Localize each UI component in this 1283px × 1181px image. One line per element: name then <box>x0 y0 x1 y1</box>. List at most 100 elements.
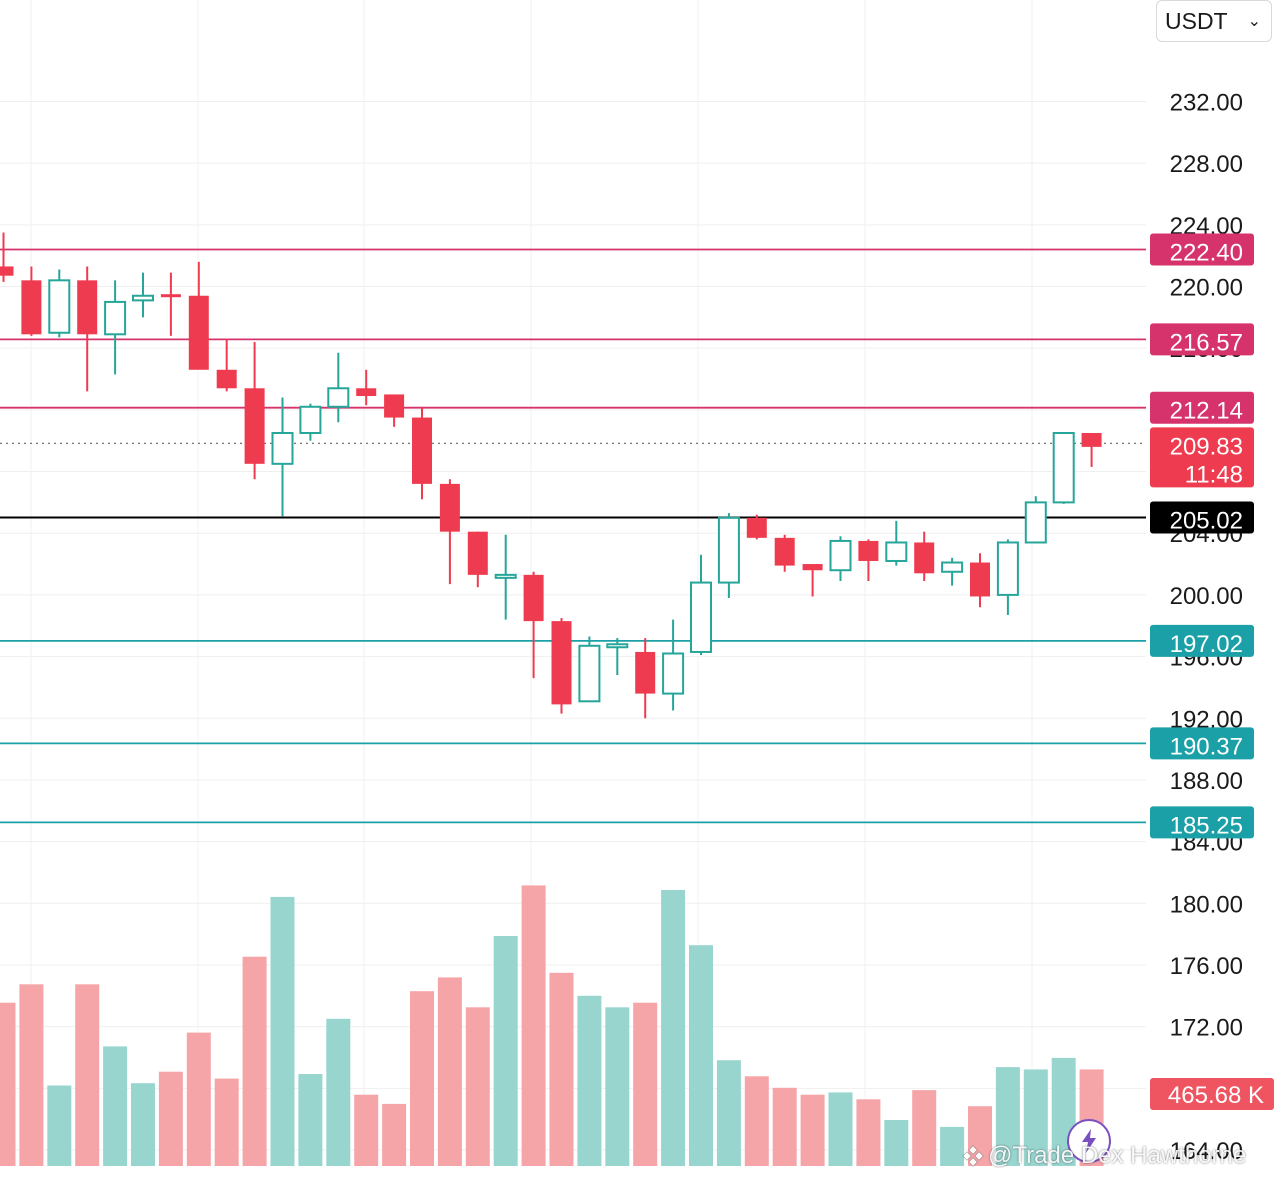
badge-background <box>1150 391 1254 424</box>
candle-body <box>216 369 237 389</box>
y-tick-label: 232.00 <box>1170 89 1243 116</box>
level-badge: 190.37 <box>1150 727 1254 760</box>
badge-background <box>1150 1078 1274 1110</box>
currency-label: USDT <box>1165 7 1228 34</box>
candle-body <box>21 280 42 335</box>
volume-bar <box>605 1007 630 1166</box>
candle <box>970 553 990 608</box>
candle-body <box>467 531 488 575</box>
currency-selector[interactable]: USDT ⌄ <box>1156 0 1272 42</box>
candle-body <box>1081 432 1102 447</box>
volume-bar <box>633 1002 658 1166</box>
candle-body <box>48 279 71 334</box>
badge-background <box>1150 233 1254 266</box>
candle-body <box>299 405 322 434</box>
badge-label: 212.14 <box>1170 398 1243 425</box>
badge-background <box>1150 727 1254 760</box>
watermark: @Trade Dex Hawthorne <box>962 1140 1246 1172</box>
candle <box>941 557 964 586</box>
badge-background <box>1150 427 1254 488</box>
volume-bars <box>0 885 1104 1166</box>
volume-bar <box>186 1032 211 1166</box>
candle <box>467 531 488 588</box>
volume-bar <box>995 1067 1020 1166</box>
candle <box>606 638 629 676</box>
y-tick-label: 200.00 <box>1170 583 1243 610</box>
volume-bar <box>689 945 713 1166</box>
candle-body <box>885 541 908 562</box>
candle-body <box>132 294 154 302</box>
candle-body <box>746 517 767 538</box>
y-tick-label: 220.00 <box>1170 275 1243 302</box>
badge-label: 11:48 <box>1185 461 1243 488</box>
candle-body <box>160 294 181 298</box>
candle <box>21 266 42 336</box>
candle <box>635 638 656 719</box>
candle <box>914 531 935 582</box>
candle <box>104 280 127 375</box>
candle-body <box>802 564 823 571</box>
candle <box>299 403 322 441</box>
volume-bar <box>437 977 462 1166</box>
volume-bar <box>270 896 295 1166</box>
candle-body <box>271 431 294 465</box>
level-badge: 185.25 <box>1150 806 1254 839</box>
volume-bar <box>549 972 574 1166</box>
candle-body <box>996 541 1019 596</box>
badge-background <box>1150 323 1254 356</box>
badge-label: 197.02 <box>1170 631 1243 658</box>
candle-body <box>384 394 405 418</box>
y-tick-label: 228.00 <box>1170 151 1243 178</box>
candle <box>216 338 237 392</box>
candle <box>0 232 14 282</box>
lightning-button[interactable] <box>1067 1119 1111 1163</box>
candle <box>690 554 712 656</box>
candle <box>77 266 98 392</box>
volume-bar <box>298 1074 323 1166</box>
volume-bar <box>354 1094 379 1166</box>
volume-bar <box>912 1090 937 1166</box>
y-tick-label: 164.00 <box>1170 1138 1243 1165</box>
candle <box>717 513 740 598</box>
volume-bar <box>47 1085 72 1166</box>
candle <box>356 369 377 406</box>
level-badge: 205.02 <box>1150 501 1254 534</box>
volume-bar <box>326 1018 351 1166</box>
level-badge: 222.40 <box>1150 233 1254 266</box>
chevron-down-icon: ⌄ <box>1247 13 1261 30</box>
candle-body <box>774 537 795 566</box>
volume-bar <box>131 1083 155 1166</box>
badge-label: 209.83 <box>1170 433 1243 460</box>
badge-label: 190.37 <box>1170 733 1243 760</box>
candle <box>384 394 405 427</box>
y-tick-label: 172.00 <box>1170 1015 1243 1042</box>
candle-body <box>578 644 601 703</box>
candle-body <box>717 516 740 584</box>
volume-bar <box>744 1076 769 1166</box>
candle-body <box>1024 501 1047 544</box>
candle <box>802 564 823 597</box>
volume-bar <box>214 1078 239 1166</box>
candle <box>523 571 544 679</box>
volume-bar <box>0 1002 16 1166</box>
volume-bar <box>465 1007 490 1166</box>
candle-body <box>635 651 656 694</box>
candle <box>327 352 350 423</box>
candle-body <box>327 387 350 408</box>
volume-bar <box>493 936 518 1166</box>
candle-body <box>829 539 852 572</box>
badge-label: 185.25 <box>1170 812 1243 839</box>
candle <box>885 520 908 566</box>
candle-body <box>858 540 879 561</box>
candle <box>578 636 601 703</box>
candle <box>774 534 795 572</box>
candle <box>160 272 181 336</box>
candle-body <box>244 388 265 464</box>
candle-body <box>188 295 209 370</box>
volume-bar <box>410 991 434 1166</box>
candle-body <box>1052 431 1075 504</box>
candle <box>48 269 71 338</box>
volume-bar <box>158 1071 183 1166</box>
